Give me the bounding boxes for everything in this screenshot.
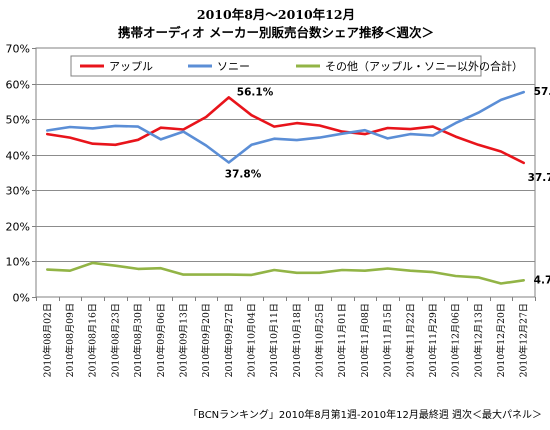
x-tick-label: 2010年10月25日: [314, 303, 326, 377]
x-tick-label: 2010年11月29日: [427, 303, 439, 377]
x-tick-label: 2010年09月06日: [155, 303, 167, 377]
legend-box: [70, 55, 482, 77]
plot-frame: [35, 47, 536, 298]
x-tick-label: 2010年12月06日: [450, 303, 462, 377]
x-axis: 2010年08月02日 2010年08月09日 2010年08月16日 2010年08…: [36, 297, 536, 377]
data-label: 37.7%: [528, 172, 550, 184]
x-tick-label: 2010年12月20日: [495, 303, 507, 377]
source-note: 「BCNランキング」2010年8月第1週-2010年12月最終週 週次＜最大パネ…: [188, 408, 542, 421]
x-tick-label: 2010年10月04日: [245, 303, 257, 377]
x-tick-label: 2010年08月09日: [64, 303, 76, 377]
x-tick-label: 2010年11月01日: [336, 303, 348, 377]
y-tick-label: 20%: [6, 221, 30, 234]
x-tick-label: 2010年09月13日: [177, 303, 189, 377]
x-tick-label: 2010年10月11日: [268, 303, 280, 377]
legend-label: アップル: [109, 60, 153, 73]
series-line-0: [45, 96, 526, 165]
x-tick-label: 2010年11月08日: [359, 303, 371, 377]
y-tick-label: 30%: [6, 185, 30, 198]
x-tick-label: 2010年11月15日: [382, 303, 394, 377]
x-tick-label: 2010年08月23日: [109, 303, 121, 377]
series-line-2: [45, 261, 526, 285]
y-tick-label: 0%: [13, 292, 30, 305]
x-tick-label: 2010年10月18日: [291, 303, 303, 377]
y-tick-label: 60%: [6, 79, 30, 92]
chart-title-line1: 2010年8月～2010年12月: [197, 7, 355, 22]
y-tick-label: 40%: [6, 150, 30, 163]
x-tick-label: 2010年11月22日: [404, 303, 416, 377]
y-tick-label: 10%: [6, 256, 30, 269]
y-axis: 0% 10% 20% 30% 40% 50% 60% 70%: [6, 43, 36, 305]
legend-label: その他（アップル・ソニー以外の合計）: [325, 59, 523, 73]
x-tick-label: 2010年09月27日: [223, 303, 235, 377]
x-tick-label: 2010年09月20日: [200, 303, 212, 377]
data-label: 4.7%: [534, 274, 550, 286]
series-line-1: [45, 90, 526, 164]
annotations: 56.1% 37.8% 57.6% 37.7% 4.7%: [225, 86, 550, 286]
legend-label: ソニー: [217, 60, 250, 73]
legend: アップル ソニー その他（アップル・ソニー以外の合計）: [70, 55, 523, 77]
data-label: 57.6%: [534, 86, 550, 98]
x-tick-label: 2010年12月27日: [518, 303, 530, 377]
x-tick-label: 2010年08月30日: [132, 303, 144, 377]
gridlines: [36, 84, 535, 262]
chart-title-line2: 携帯オーディオ メーカー別販売台数シェア推移＜週次＞: [118, 25, 434, 40]
x-tick-label: 2010年12月13日: [472, 303, 484, 377]
y-tick-label: 50%: [6, 114, 30, 127]
series-lines: [45, 90, 526, 285]
x-tick-label: 2010年08月02日: [41, 303, 53, 377]
x-tick-label: 2010年08月16日: [87, 303, 99, 377]
plot-area: [35, 47, 536, 298]
data-label: 37.8%: [225, 169, 262, 181]
data-label: 56.1%: [237, 86, 274, 98]
y-tick-label: 70%: [6, 43, 30, 56]
